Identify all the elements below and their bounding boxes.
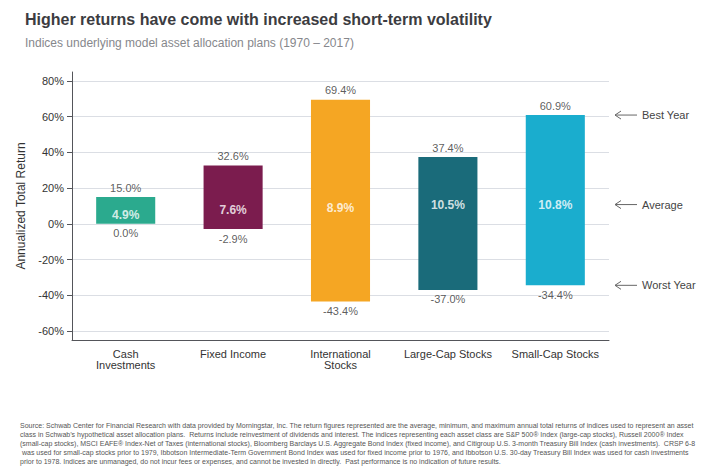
svg-text:4.9%: 4.9% xyxy=(112,208,140,222)
svg-text:prior to 1978. Indices are unm: prior to 1978. Indices are unmanaged, do… xyxy=(20,458,501,466)
svg-text:10.8%: 10.8% xyxy=(538,198,572,212)
svg-text:was used for small-cap stocks: was used for small-cap stocks prior to 1… xyxy=(20,449,690,457)
svg-text:International: International xyxy=(310,347,371,360)
svg-text:-37.0%: -37.0% xyxy=(430,293,465,305)
svg-text:-2.9%: -2.9% xyxy=(219,233,248,245)
svg-text:class in Schwab’s hypothetical: class in Schwab’s hypothetical asset all… xyxy=(20,431,686,439)
svg-text:32.6%: 32.6% xyxy=(217,150,248,162)
svg-text:-20%: -20% xyxy=(38,254,64,266)
svg-text:-60%: -60% xyxy=(38,325,64,337)
svg-text:Average: Average xyxy=(642,199,683,211)
svg-text:Large-Cap Stocks: Large-Cap Stocks xyxy=(404,348,493,360)
svg-text:Cash: Cash xyxy=(112,347,139,360)
svg-text:Source: Schwab Center for Fina: Source: Schwab Center for Financial Rese… xyxy=(20,422,695,430)
svg-text:Investments: Investments xyxy=(96,359,156,371)
svg-text:80%: 80% xyxy=(42,75,64,87)
svg-text:-43.4%: -43.4% xyxy=(323,305,358,317)
svg-text:Stocks: Stocks xyxy=(324,359,358,371)
svg-text:0%: 0% xyxy=(48,218,64,230)
svg-text:Higher returns have come with: Higher returns have come with increased … xyxy=(25,11,492,28)
svg-text:0.0%: 0.0% xyxy=(113,227,138,239)
svg-text:Small-Cap Stocks: Small-Cap Stocks xyxy=(512,348,600,360)
svg-text:Worst Year: Worst Year xyxy=(642,279,696,291)
svg-text:10.5%: 10.5% xyxy=(431,198,465,212)
svg-text:8.9%: 8.9% xyxy=(327,201,355,215)
svg-text:60.9%: 60.9% xyxy=(540,100,571,112)
svg-text:Annualized Total Return: Annualized Total Return xyxy=(14,142,28,269)
svg-text:7.6%: 7.6% xyxy=(219,203,247,217)
svg-text:37.4%: 37.4% xyxy=(432,142,463,154)
svg-text:69.4%: 69.4% xyxy=(325,84,356,96)
svg-text:40%: 40% xyxy=(42,146,64,158)
svg-text:(small-cap stocks), MSCI EAFE®: (small-cap stocks), MSCI EAFE® Index-Net… xyxy=(20,440,695,448)
svg-text:15.0%: 15.0% xyxy=(110,182,141,194)
svg-text:-34.4%: -34.4% xyxy=(538,289,573,301)
svg-text:Best Year: Best Year xyxy=(642,109,689,121)
svg-text:Indices underlying model asset: Indices underlying model asset allocatio… xyxy=(25,36,354,50)
svg-text:-40%: -40% xyxy=(38,289,64,301)
svg-text:Fixed Income: Fixed Income xyxy=(200,348,266,360)
svg-text:60%: 60% xyxy=(42,111,64,123)
svg-text:20%: 20% xyxy=(42,182,64,194)
